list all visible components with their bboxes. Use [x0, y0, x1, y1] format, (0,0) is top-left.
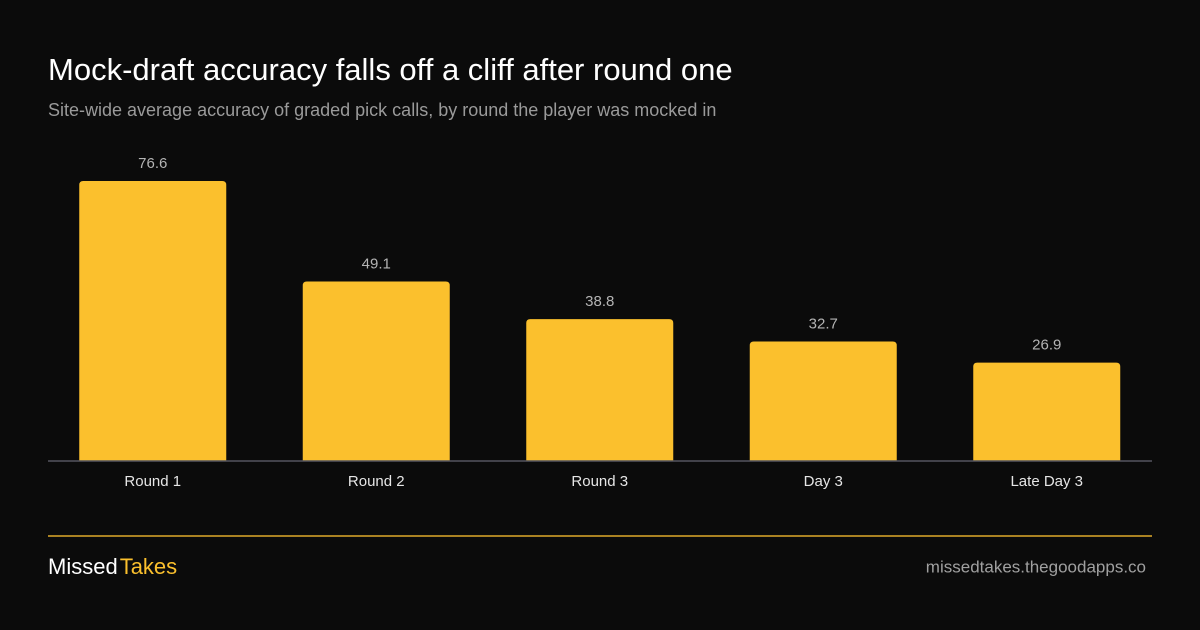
x-tick-label: Late Day 3 [1010, 473, 1083, 490]
brand: MissedTakes [48, 554, 177, 579]
brand-left: Missed [48, 554, 118, 579]
value-label: 38.8 [585, 293, 614, 310]
x-tick-label: Round 1 [124, 473, 181, 490]
footer-url: missedtakes.thegoodapps.co [926, 557, 1146, 576]
chart-subtitle: Site-wide average accuracy of graded pic… [48, 100, 716, 120]
bar [749, 341, 897, 461]
value-label: 26.9 [1032, 337, 1061, 354]
x-tick-label: Round 2 [348, 473, 405, 490]
value-label: 32.7 [809, 315, 838, 332]
bar [973, 362, 1121, 461]
bar [302, 281, 450, 461]
value-label: 49.1 [362, 256, 391, 273]
x-tick-label: Day 3 [804, 473, 843, 490]
chart-title: Mock-draft accuracy falls off a cliff af… [48, 52, 733, 87]
brand-right: Takes [120, 554, 177, 579]
bar [526, 319, 674, 461]
x-tick-label: Round 3 [571, 473, 628, 490]
value-label: 76.6 [138, 155, 167, 172]
bar [79, 181, 227, 462]
